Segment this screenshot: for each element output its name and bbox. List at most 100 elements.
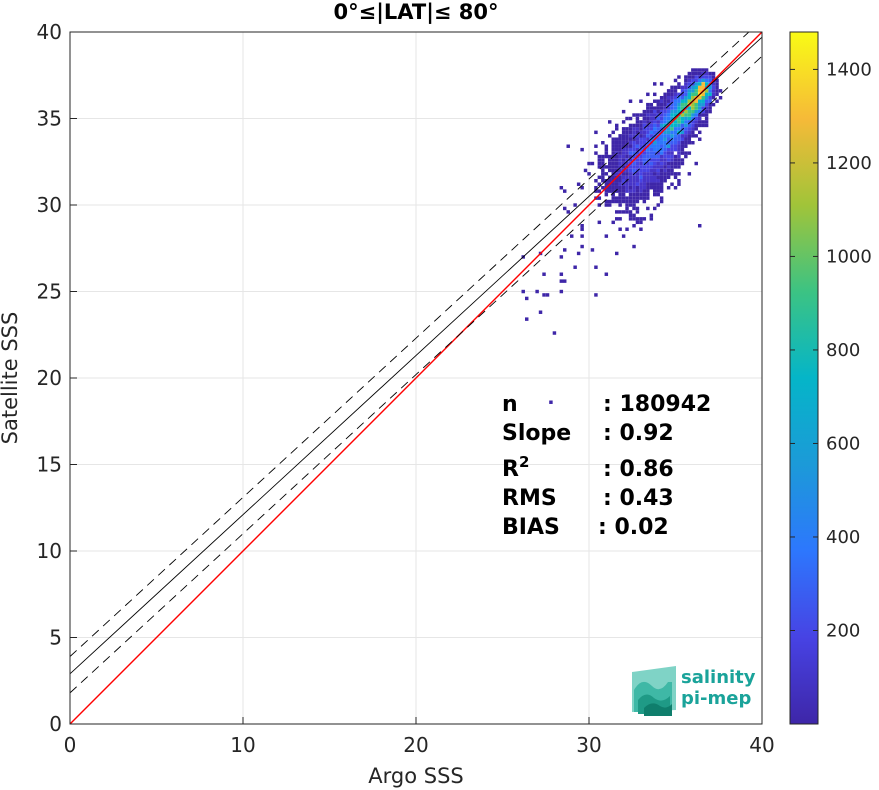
density-cell <box>708 109 712 114</box>
density-cell <box>673 154 678 159</box>
density-cell <box>673 161 678 166</box>
density-cell <box>653 154 657 159</box>
density-cell <box>663 151 667 155</box>
density-cell <box>680 92 685 97</box>
colorbar <box>790 32 818 724</box>
density-cell <box>677 127 681 131</box>
density-cell <box>580 224 584 228</box>
density-cell <box>632 179 636 183</box>
density-cell <box>635 134 640 138</box>
density-cell <box>659 106 664 110</box>
density-cell <box>618 165 622 169</box>
density-cell <box>625 127 629 131</box>
density-cell <box>642 158 647 162</box>
density-cell <box>698 123 702 128</box>
density-cell <box>680 158 685 162</box>
density-cell <box>704 116 709 121</box>
density-cell <box>663 116 667 121</box>
density-cell <box>611 147 615 152</box>
density-cell <box>659 196 664 200</box>
density-cell <box>663 120 667 124</box>
density-cell <box>639 179 643 183</box>
stat-n-value: : 180942 <box>603 392 711 417</box>
density-cell <box>646 130 650 135</box>
density-cell <box>601 186 605 190</box>
density-cell <box>680 151 685 155</box>
density-cell <box>670 106 674 110</box>
density-cell <box>628 186 633 190</box>
density-cell <box>677 109 681 114</box>
density-cell <box>656 186 660 190</box>
density-cell <box>684 154 688 159</box>
density-cell <box>594 151 598 155</box>
density-cell <box>639 182 643 186</box>
density-cell <box>677 75 681 79</box>
density-cell <box>673 175 678 180</box>
density-cell <box>621 165 626 169</box>
density-cell <box>646 92 650 97</box>
density-cell <box>684 109 688 114</box>
density-cell <box>635 196 640 200</box>
density-cell <box>649 130 654 135</box>
density-cell <box>646 113 650 117</box>
density-cell <box>673 134 678 138</box>
density-cell <box>559 255 564 259</box>
density-cell <box>708 75 712 79</box>
density-cell <box>618 189 622 193</box>
density-cell <box>670 116 674 121</box>
density-cell <box>677 161 681 166</box>
density-cell <box>687 106 692 110</box>
density-cell <box>653 120 657 124</box>
density-cell <box>621 154 626 159</box>
density-cell <box>608 199 612 204</box>
density-cell <box>691 113 695 117</box>
density-cell <box>677 141 681 145</box>
density-cell <box>646 109 650 114</box>
density-cell <box>566 210 570 214</box>
density-cell <box>611 220 615 225</box>
density-cell <box>687 116 692 121</box>
density-cell <box>677 116 681 121</box>
density-cell <box>701 85 705 90</box>
density-cell <box>656 165 660 169</box>
density-cell <box>653 182 657 186</box>
density-cell <box>691 78 695 83</box>
density-cell <box>625 227 629 231</box>
density-cell <box>632 206 636 211</box>
density-cell <box>694 99 698 103</box>
density-cell <box>635 199 640 204</box>
density-cell <box>687 89 692 93</box>
stat-rms-label: RMS <box>502 486 557 511</box>
density-cell <box>687 92 692 97</box>
density-cell <box>639 172 643 176</box>
density-cell <box>677 123 681 128</box>
density-cell <box>649 161 654 166</box>
density-cell <box>711 92 716 97</box>
chart-title: 0°≤|LAT|≤ 80° <box>333 0 498 25</box>
density-cell <box>563 279 567 283</box>
density-cell <box>639 144 643 148</box>
density-cell <box>632 189 636 193</box>
logo-text-pi-mep: pi-mep <box>681 688 751 709</box>
density-cell <box>677 165 681 169</box>
density-cell <box>597 189 602 193</box>
x-tick-label: 40 <box>749 733 774 757</box>
density-cell <box>680 134 685 138</box>
density-cell <box>680 137 685 141</box>
density-cell <box>611 182 615 186</box>
density-cell <box>611 189 615 193</box>
density-cell <box>656 141 660 145</box>
density-cell <box>666 172 671 176</box>
density-cell <box>618 192 622 197</box>
y-tick-label: 40 <box>37 20 62 44</box>
density-cell <box>597 165 602 169</box>
density-cell <box>621 186 626 190</box>
density-cell <box>615 123 619 128</box>
density-cell <box>666 99 671 103</box>
density-cell <box>666 106 671 110</box>
density-cell <box>573 203 577 207</box>
density-cell <box>680 120 685 124</box>
density-cell <box>694 102 698 107</box>
density-cell <box>673 99 678 103</box>
density-cell <box>597 154 602 159</box>
